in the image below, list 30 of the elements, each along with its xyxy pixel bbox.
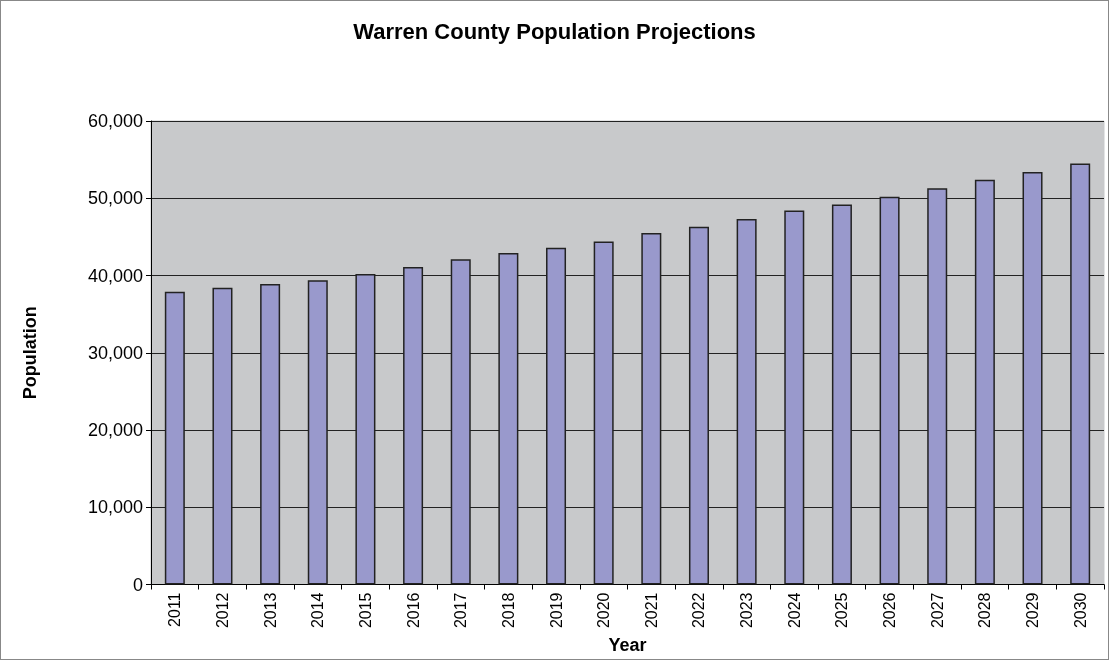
x-tick-label: 2020 — [595, 592, 613, 629]
y-tick-label: 50,000 — [87, 188, 143, 209]
x-tick-label: 2013 — [261, 592, 279, 629]
x-axis-title: Year — [608, 635, 647, 655]
y-tick-label: 30,000 — [87, 342, 143, 363]
x-tick-label: 2025 — [833, 592, 851, 629]
x-tick-label: 2023 — [738, 592, 756, 629]
y-tick-label: 60,000 — [87, 111, 143, 131]
x-tick-label: 2016 — [404, 592, 422, 629]
x-tick-label: 2027 — [928, 592, 946, 629]
chart-title: Warren County Population Projections — [353, 18, 756, 44]
x-tick-label: 2026 — [881, 592, 899, 629]
x-tick-label: 2011 — [166, 592, 184, 627]
x-tick-label: 2014 — [309, 592, 327, 629]
x-tick-label: 2015 — [356, 592, 374, 629]
y-tick-label: 40,000 — [87, 265, 143, 286]
y-axis-title: Population — [20, 306, 40, 400]
x-tick-label: 2022 — [690, 592, 708, 629]
y-tick-label: 10,000 — [87, 497, 143, 518]
x-tick-label: 2024 — [785, 592, 803, 629]
x-tick-label: 2029 — [1024, 592, 1042, 629]
x-tick-label: 2028 — [976, 592, 994, 629]
x-tick-label: 2012 — [213, 592, 231, 629]
x-tick-label: 2030 — [1071, 592, 1089, 629]
y-tick-label: 0 — [132, 574, 143, 595]
y-tick-label: 20,000 — [87, 420, 143, 440]
x-tick-label: 2018 — [499, 592, 517, 629]
x-tick-label: 2021 — [642, 592, 660, 629]
x-tick-label: 2017 — [452, 592, 470, 629]
x-tick-label: 2019 — [547, 592, 565, 629]
